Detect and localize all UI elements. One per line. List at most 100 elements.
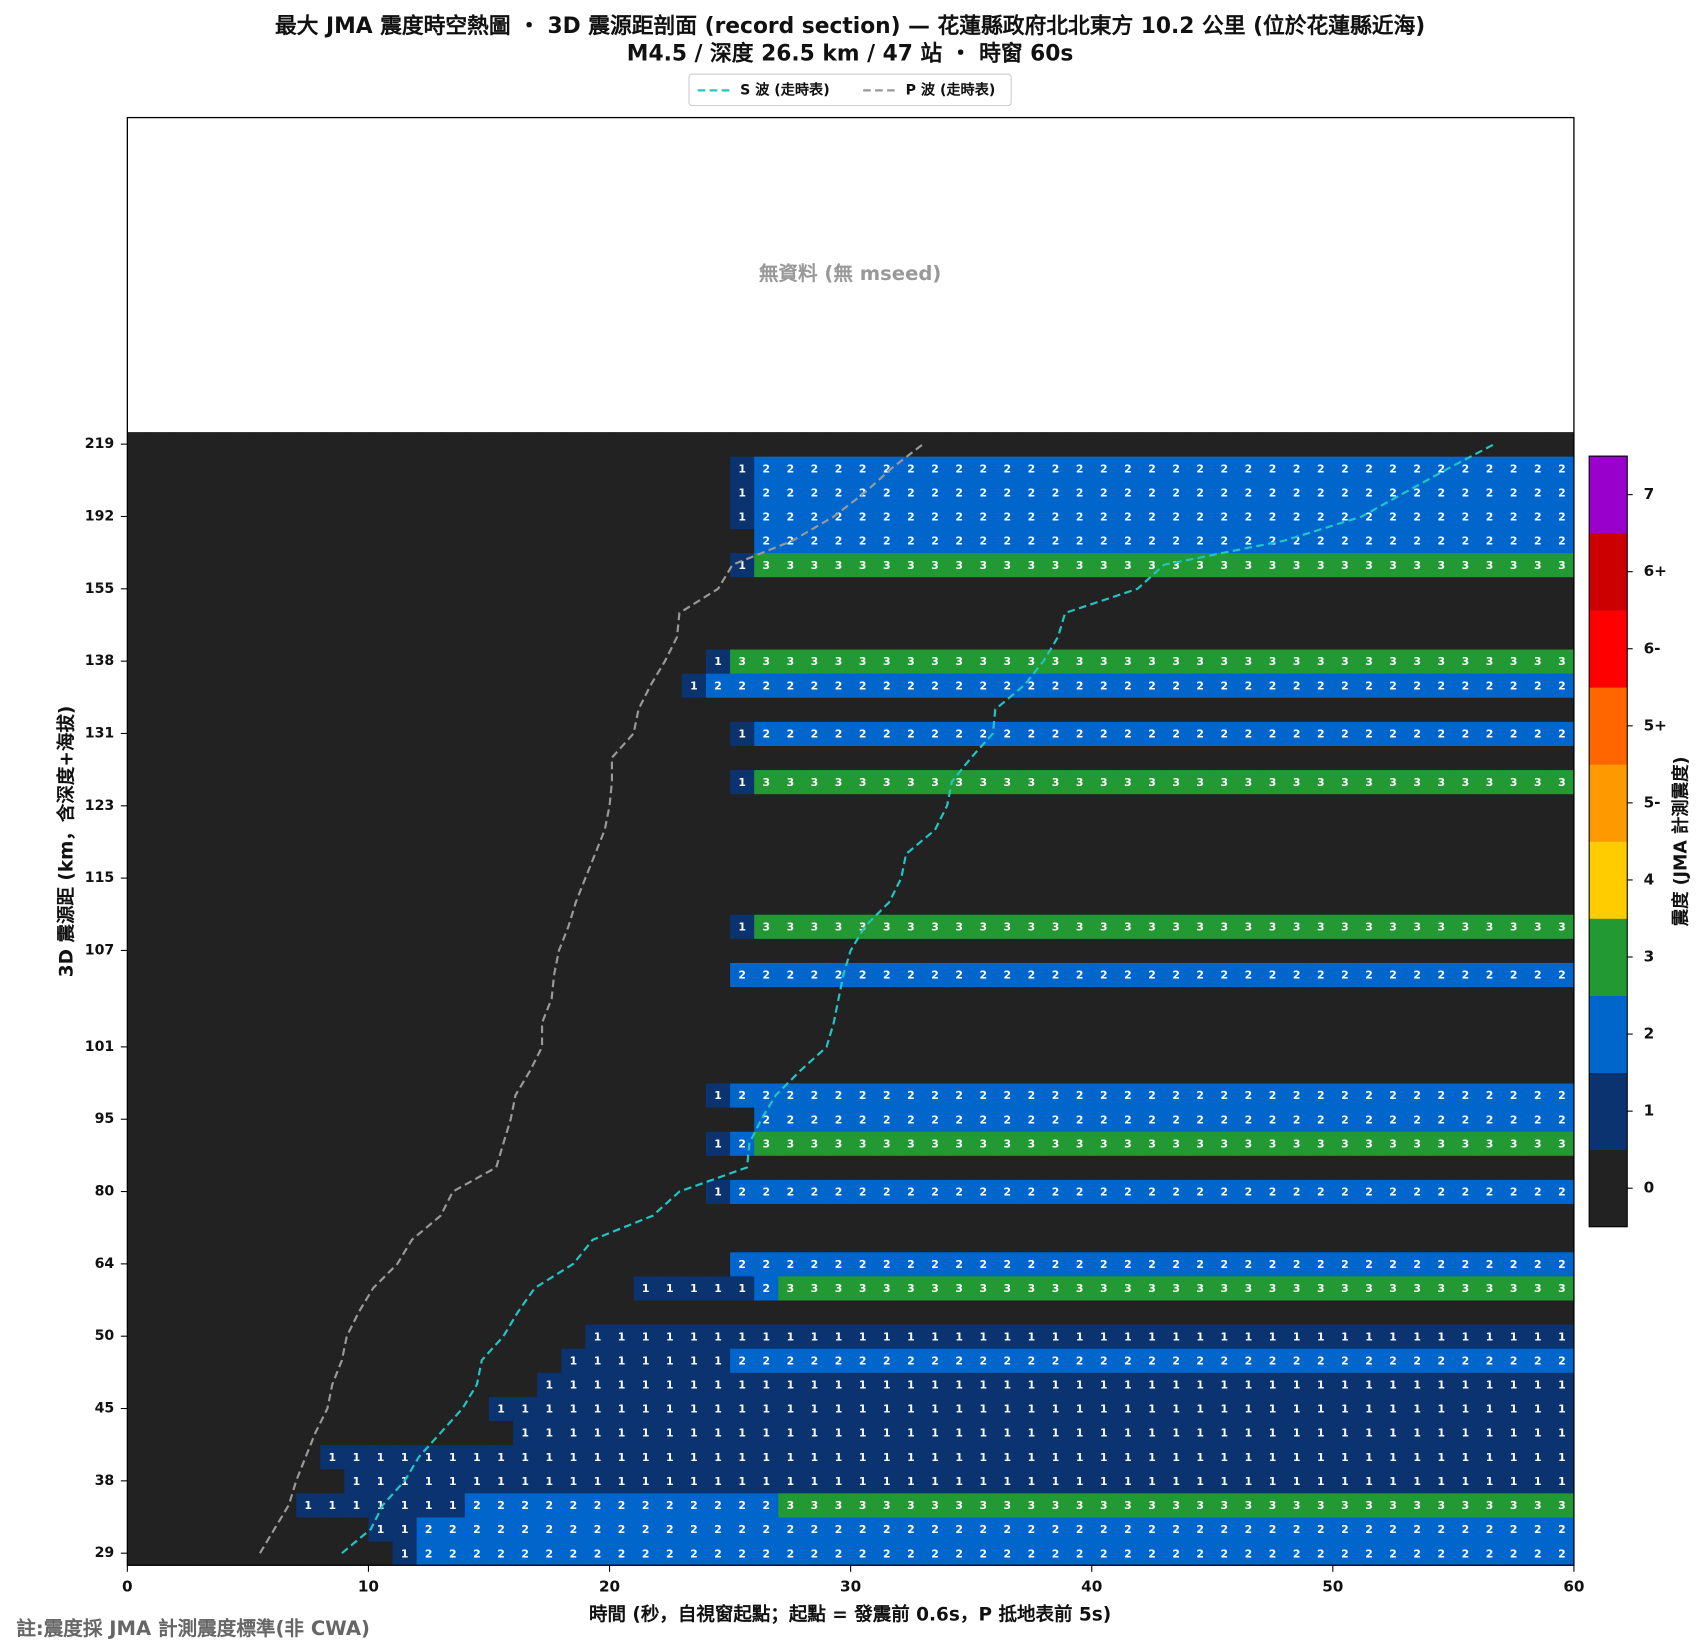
heat-cell [1284, 1444, 1310, 1470]
heat-cell [127, 624, 152, 650]
cell-label: 3 [1269, 655, 1277, 668]
cell-label: 3 [1558, 776, 1566, 789]
heat-cell [1429, 1107, 1454, 1132]
cell-label: 2 [1028, 679, 1036, 692]
cell-label: 2 [1534, 1186, 1542, 1199]
cell-label: 2 [1245, 511, 1253, 524]
heat-cell [247, 1131, 273, 1156]
heat-cell [1405, 528, 1430, 554]
heat-cell [127, 841, 152, 867]
cell-label: 3 [1317, 559, 1325, 572]
heat-cell [223, 1203, 249, 1229]
heat-cell [199, 480, 225, 505]
heat-cell [151, 1468, 177, 1494]
cell-label: 2 [811, 1523, 819, 1536]
heat-cell [1236, 624, 1261, 650]
cell-label: 3 [1462, 559, 1470, 572]
heat-cell [1067, 1517, 1093, 1542]
cell-label: 1 [545, 1475, 553, 1488]
heat-cell [296, 673, 321, 698]
heat-cell [440, 1010, 466, 1036]
heat-cell [175, 1468, 201, 1494]
heat-cell [1477, 866, 1503, 891]
cell-label: 3 [955, 1499, 963, 1512]
heat-cell [247, 1203, 273, 1229]
heat-cell [1429, 576, 1454, 602]
cell-label: 1 [1245, 1379, 1253, 1392]
heat-cell [802, 456, 827, 481]
heat-cell [1381, 1251, 1406, 1277]
heat-cell [488, 480, 514, 505]
heat-cell [272, 986, 297, 1012]
heat-cell [344, 1131, 369, 1156]
heat-cell [1139, 1396, 1165, 1422]
heat-cell [705, 1444, 731, 1470]
cell-label: 1 [570, 1451, 578, 1464]
heat-cell [1501, 1251, 1527, 1277]
heat-cell [1332, 1155, 1358, 1180]
cell-label: 2 [1389, 728, 1397, 741]
heat-cell [1381, 1107, 1406, 1132]
cell-label: 2 [1245, 1523, 1253, 1536]
cell-label: 1 [1462, 1330, 1470, 1343]
heat-cell [1477, 552, 1503, 578]
cell-label: 3 [1413, 1282, 1421, 1295]
heat-cell [874, 504, 900, 529]
cell-label: 2 [1100, 728, 1108, 741]
cell-label: 2 [859, 679, 867, 692]
cell-label: 3 [1245, 1282, 1253, 1295]
heat-cell [1091, 1203, 1117, 1229]
heat-cell [585, 1227, 610, 1253]
cell-label: 2 [1004, 1523, 1012, 1536]
heat-cell [1549, 721, 1575, 746]
heat-cell [898, 745, 924, 771]
heat-cell [681, 1203, 707, 1229]
cell-label: 1 [714, 655, 722, 668]
heat-cell [561, 986, 586, 1012]
heat-cell [1477, 432, 1503, 457]
heat-cell [513, 624, 538, 650]
heat-cell [778, 841, 803, 867]
heat-cell [585, 1010, 610, 1036]
heat-cell [1477, 1541, 1503, 1566]
heat-cell [850, 1420, 876, 1446]
heat-cell [826, 1058, 852, 1084]
cell-label: 1 [353, 1499, 361, 1512]
heat-cell [1381, 552, 1406, 578]
heat-cell [416, 504, 442, 529]
cell-label: 2 [1462, 969, 1470, 982]
heat-cell [1091, 1034, 1117, 1060]
cell-label: 1 [762, 1379, 770, 1392]
heat-cell [1525, 600, 1551, 626]
heat-cell [850, 1541, 876, 1566]
heat-cell [971, 1300, 996, 1325]
heat-cell [1308, 432, 1334, 457]
cell-label: 2 [955, 462, 963, 475]
heat-cell [296, 769, 321, 795]
heat-cell [705, 1396, 731, 1422]
heat-cell [947, 1372, 972, 1397]
heat-cell [947, 1107, 972, 1132]
heat-cell [1405, 1083, 1430, 1108]
heat-cell [1260, 1541, 1286, 1566]
heat-cell [1405, 576, 1430, 602]
heat-cell [1381, 866, 1406, 891]
heat-cell [1332, 697, 1358, 722]
heat-cell [1453, 624, 1478, 650]
heat-cell [1477, 456, 1503, 481]
heat-cell [488, 914, 514, 939]
heat-cell [1501, 480, 1527, 505]
heat-cell [1525, 1179, 1551, 1205]
heat-cell [633, 1227, 659, 1253]
cell-label: 2 [1269, 679, 1277, 692]
heat-cell [537, 1300, 562, 1325]
heat-cell [995, 1300, 1020, 1325]
heat-cell [320, 1034, 345, 1060]
heat-cell [971, 1396, 996, 1422]
heat-cell [561, 745, 586, 771]
heat-cell [296, 600, 321, 626]
heat-cell [175, 817, 201, 843]
cell-label: 3 [907, 920, 915, 933]
heat-cell [537, 1396, 562, 1422]
heat-cell [730, 600, 755, 626]
